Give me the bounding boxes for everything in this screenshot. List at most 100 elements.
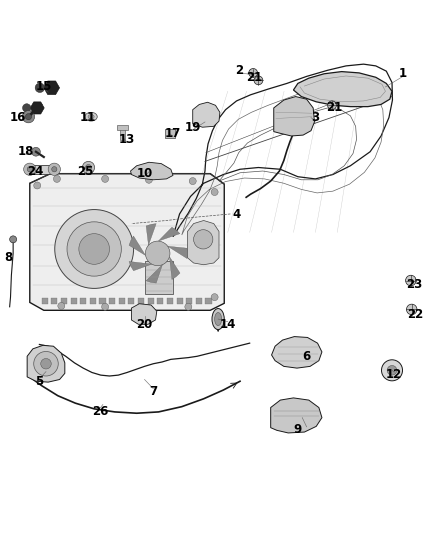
Circle shape xyxy=(67,222,121,276)
Polygon shape xyxy=(129,236,145,255)
Text: 17: 17 xyxy=(165,127,181,140)
Circle shape xyxy=(24,163,36,175)
Text: 23: 23 xyxy=(406,278,422,292)
Circle shape xyxy=(85,165,92,171)
Polygon shape xyxy=(30,102,44,114)
Polygon shape xyxy=(44,81,60,95)
Text: 15: 15 xyxy=(35,79,52,93)
Polygon shape xyxy=(271,398,322,433)
Polygon shape xyxy=(146,265,162,283)
Bar xyxy=(109,298,115,304)
Circle shape xyxy=(194,230,213,249)
Circle shape xyxy=(48,163,60,175)
Bar xyxy=(157,298,163,304)
Polygon shape xyxy=(274,96,314,136)
Bar xyxy=(119,298,125,304)
Circle shape xyxy=(185,303,192,310)
Circle shape xyxy=(211,189,218,196)
Text: 9: 9 xyxy=(294,423,302,436)
Polygon shape xyxy=(30,174,224,310)
Circle shape xyxy=(34,182,41,189)
Bar xyxy=(148,298,154,304)
Polygon shape xyxy=(131,162,173,180)
Bar xyxy=(71,298,77,304)
Text: 22: 22 xyxy=(407,308,424,321)
Circle shape xyxy=(25,114,32,120)
Text: 6: 6 xyxy=(303,350,311,363)
Bar xyxy=(128,298,134,304)
Ellipse shape xyxy=(88,115,94,119)
Circle shape xyxy=(34,351,58,376)
Circle shape xyxy=(52,167,57,172)
Circle shape xyxy=(27,167,32,172)
Text: 26: 26 xyxy=(92,405,108,417)
Polygon shape xyxy=(158,227,180,241)
Text: 12: 12 xyxy=(386,368,403,381)
Ellipse shape xyxy=(212,309,224,329)
Text: 18: 18 xyxy=(18,146,35,158)
Circle shape xyxy=(145,176,152,183)
Circle shape xyxy=(211,294,218,301)
Bar xyxy=(120,127,125,140)
Text: 21: 21 xyxy=(325,101,342,115)
Bar xyxy=(117,125,128,130)
Circle shape xyxy=(10,236,17,243)
Text: 5: 5 xyxy=(35,375,43,387)
Polygon shape xyxy=(168,246,187,259)
Circle shape xyxy=(254,76,263,85)
Circle shape xyxy=(58,302,65,310)
Circle shape xyxy=(22,104,31,112)
Text: 24: 24 xyxy=(27,165,43,177)
Circle shape xyxy=(32,147,40,156)
Circle shape xyxy=(102,303,109,310)
Polygon shape xyxy=(131,304,157,324)
Circle shape xyxy=(406,304,417,314)
Text: 21: 21 xyxy=(246,71,262,84)
Bar xyxy=(167,298,173,304)
Circle shape xyxy=(55,209,134,288)
Text: 7: 7 xyxy=(149,385,157,398)
Text: 4: 4 xyxy=(233,208,240,221)
Text: 20: 20 xyxy=(136,318,153,331)
Bar xyxy=(186,298,192,304)
Polygon shape xyxy=(187,221,219,265)
Circle shape xyxy=(145,304,152,312)
Bar xyxy=(61,298,67,304)
Circle shape xyxy=(53,175,60,182)
Polygon shape xyxy=(272,336,322,368)
Circle shape xyxy=(189,177,196,184)
Circle shape xyxy=(387,366,397,375)
Text: 11: 11 xyxy=(79,111,96,124)
Circle shape xyxy=(35,83,45,93)
Bar xyxy=(177,298,183,304)
Bar xyxy=(196,298,202,304)
Text: 2: 2 xyxy=(235,64,243,77)
Text: 10: 10 xyxy=(136,167,153,180)
Bar xyxy=(42,298,48,304)
Text: 16: 16 xyxy=(9,111,26,124)
Text: 14: 14 xyxy=(219,318,236,331)
Bar xyxy=(138,298,144,304)
Circle shape xyxy=(328,101,336,110)
Polygon shape xyxy=(27,345,65,382)
Circle shape xyxy=(102,175,109,182)
Bar xyxy=(99,298,106,304)
Circle shape xyxy=(381,360,403,381)
Ellipse shape xyxy=(215,312,222,326)
Text: 13: 13 xyxy=(119,133,135,146)
Bar xyxy=(51,298,57,304)
Polygon shape xyxy=(170,257,180,279)
Bar xyxy=(165,130,175,138)
Text: 8: 8 xyxy=(4,251,12,264)
Circle shape xyxy=(22,110,35,123)
Text: 1: 1 xyxy=(399,67,407,80)
Text: 25: 25 xyxy=(77,165,94,177)
Bar xyxy=(145,261,173,294)
Circle shape xyxy=(406,275,416,286)
Text: 19: 19 xyxy=(184,120,201,134)
Circle shape xyxy=(41,359,51,369)
Bar xyxy=(205,298,212,304)
Bar xyxy=(80,298,86,304)
Ellipse shape xyxy=(85,112,97,121)
Text: 3: 3 xyxy=(311,111,319,124)
